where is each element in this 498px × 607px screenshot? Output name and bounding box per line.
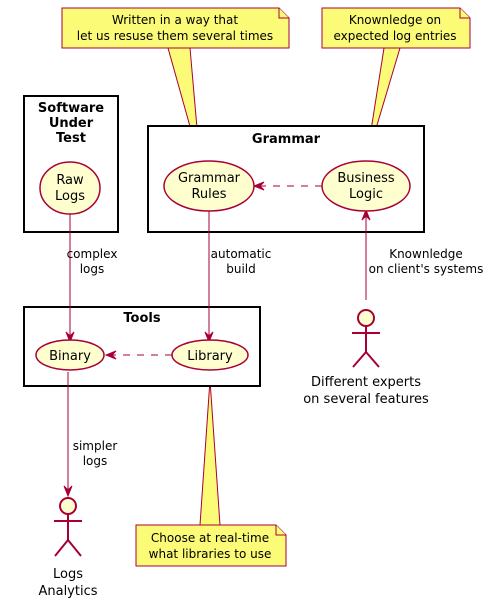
link-binary-to-analytics [63,372,73,498]
usecase-raw-logs: Raw Logs [39,161,101,215]
usecase-grammar-rules-line-2: Rules [191,187,226,202]
link-simpler-label-line-2: logs [83,454,108,468]
note-expected-line-2: expected log entries [333,29,456,43]
usecase-raw-logs-line-2: Logs [55,189,85,204]
actor-analytics-label-line-1: Logs [53,567,83,582]
actor-analytics-icon [54,497,82,557]
note-expected-line-1: Knownledge on [349,13,441,27]
usecase-library-label: Library [187,349,233,364]
actor-experts-label-line-2: on several features [303,392,429,407]
usecase-binary-label: Binary [49,349,91,364]
usecase-business-logic-line-2: Logic [349,187,383,202]
link-simpler-label-line-1: simpler [73,439,118,453]
link-experts-to-logic [361,208,371,300]
note-reuse: Written in a way that let us resuse them… [61,7,290,49]
link-knowledge-label-line-1: Knownledge [389,247,463,261]
link-raw-to-binary [65,214,75,344]
note-realtime-line-1: Choose at real-time [151,531,269,545]
package-grammar-title: Grammar [252,132,321,147]
usecase-grammar-rules-line-1: Grammar [178,171,241,186]
usecase-binary: Binary [35,339,105,371]
usecase-grammar-rules: Grammar Rules [163,160,255,212]
package-sut-title-line-3: Test [56,131,86,146]
note-reuse-line-1: Written in a way that [112,13,238,27]
note-realtime-line-2: what libraries to use [149,547,272,561]
link-complex-label-line-2: logs [80,262,105,276]
link-logic-to-rules [252,181,322,191]
link-automatic-label-line-1: automatic [211,247,272,261]
usecase-raw-logs-line-1: Raw [56,173,84,188]
usecase-business-logic: Business Logic [321,160,411,212]
package-sut-title-line-1: Software [38,101,104,116]
actor-analytics-label-line-2: Analytics [38,584,97,599]
actor-experts-icon [352,309,380,368]
note-realtime: Choose at real-time what libraries to us… [135,524,287,567]
usecase-library: Library [171,339,249,371]
link-knowledge-label-line-2: on client's systems [369,262,484,276]
package-sut-title-line-2: Under [49,116,94,131]
note-expected: Knownledge on expected log entries [321,7,471,49]
link-complex-label-line-1: complex [67,247,118,261]
note-reuse-line-2: let us resuse them several times [77,29,273,43]
link-library-to-binary [104,350,172,360]
note-realtime-connector [199,379,221,526]
actor-experts-label-line-1: Different experts [311,375,421,390]
link-rules-to-library [204,210,214,344]
link-automatic-label-line-2: build [226,262,256,276]
package-tools-title: Tools [123,311,160,326]
usecase-business-logic-line-1: Business [337,171,395,186]
